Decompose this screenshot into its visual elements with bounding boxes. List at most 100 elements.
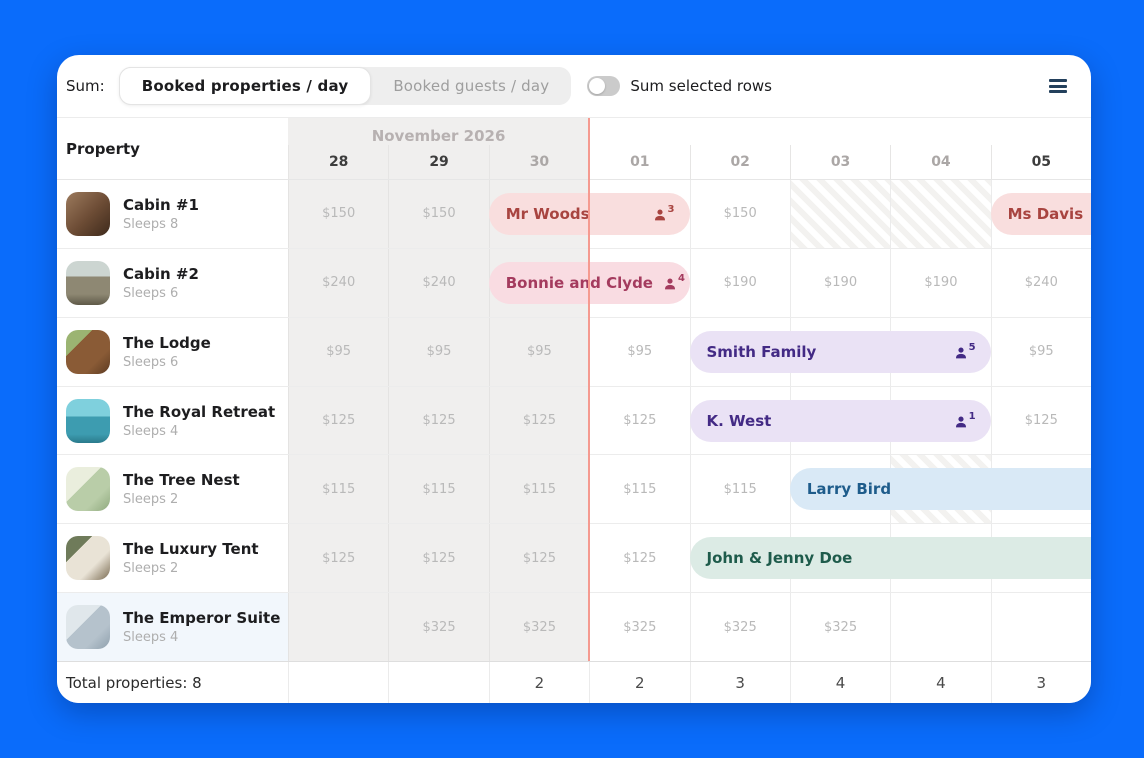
calendar-cell[interactable] — [990, 593, 1091, 662]
total-cell-04: 4 — [890, 662, 990, 703]
calendar-cell[interactable]: $240 — [990, 248, 1091, 317]
calendar-cell[interactable] — [890, 180, 991, 248]
property-cell[interactable]: The Luxury Tent Sleeps 2 — [57, 524, 288, 592]
calendar-cell[interactable]: $95 — [288, 317, 389, 386]
calendar-cell[interactable]: $95 — [990, 317, 1091, 386]
calendar-cell[interactable]: $325 — [488, 593, 590, 662]
calendar-cell[interactable]: $115 — [689, 455, 790, 524]
calendar-cell[interactable]: $240 — [388, 248, 489, 317]
calendar-cell[interactable] — [789, 180, 891, 248]
calendar-cell[interactable]: $125 — [488, 524, 590, 593]
booking-pill[interactable]: K. West 1 — [689, 399, 991, 442]
booking-pill[interactable]: Bonnie and Clyde 4 — [488, 261, 690, 304]
price-label: $125 — [522, 413, 556, 428]
calendar-cell[interactable]: $125 — [388, 386, 489, 455]
calendar-cell[interactable]: $325 — [388, 593, 489, 662]
sum-selected-rows-toggle[interactable] — [587, 76, 621, 96]
property-sleeps: Sleeps 4 — [123, 423, 179, 439]
past-month-band — [288, 118, 590, 179]
property-cell[interactable]: Cabin #2 Sleeps 6 — [57, 249, 288, 317]
price-label: $325 — [824, 619, 858, 635]
sum-mode-segmented-control: Booked properties / day Booked guests / d… — [118, 67, 572, 105]
calendar-cell[interactable]: $125 — [990, 386, 1091, 455]
total-properties-label: Total properties: 8 — [66, 673, 202, 692]
calendar-cell[interactable]: $125 — [288, 524, 389, 593]
price-label: $190 — [924, 275, 958, 291]
property-cell[interactable]: The Emperor Suite Sleeps 4 — [57, 593, 288, 662]
price-label: $150 — [723, 206, 757, 222]
booking-guest-name: Larry Bird — [806, 480, 892, 499]
segment-button-0[interactable]: Booked properties / day — [118, 67, 372, 105]
property-cell[interactable]: The Lodge Sleeps 6 — [57, 318, 288, 386]
property-cell[interactable]: Cabin #1 Sleeps 8 — [57, 180, 288, 248]
booking-guest-name: Smith Family — [706, 342, 817, 361]
calendar-cell[interactable]: $190 — [789, 248, 890, 317]
calendar-cell[interactable] — [288, 593, 389, 662]
property-rows: Cabin #1 Sleeps 8 $150 $150 $150 Mr Woods 3 Ms … — [57, 180, 1091, 662]
calendar-cell[interactable]: $95 — [488, 317, 590, 386]
day-header-04: 04 — [890, 145, 990, 179]
booking-pill[interactable]: John & Jenny Doe — [689, 537, 1091, 580]
calendar-cell[interactable]: $325 — [789, 593, 890, 662]
guest-count: 1 — [968, 411, 976, 422]
calendar-cell[interactable]: $115 — [388, 455, 489, 524]
property-name: The Luxury Tent — [123, 540, 259, 559]
property-column-header: Property — [66, 139, 140, 158]
price-label: $95 — [326, 344, 352, 360]
calendar-cell[interactable]: $240 — [288, 248, 389, 317]
calendar-cell[interactable]: $95 — [388, 317, 489, 386]
day-header-02: 02 — [689, 145, 790, 179]
booking-calendar-card: Sum: Booked properties / day Booked guest… — [57, 55, 1091, 703]
booking-pill[interactable]: Larry Bird — [789, 468, 1091, 511]
hamburger-menu-icon[interactable] — [1045, 73, 1071, 100]
calendar-cell[interactable]: $150 — [689, 180, 790, 248]
property-info: The Lodge Sleeps 6 — [123, 334, 211, 370]
booking-pill[interactable]: Mr Woods 3 — [488, 192, 690, 235]
calendar-cell[interactable]: $115 — [589, 455, 689, 524]
day-header-30: 30 — [488, 145, 589, 179]
property-photo — [66, 467, 110, 512]
property-sleeps: Sleeps 2 — [123, 561, 179, 577]
table-row: Cabin #1 Sleeps 8 $150 $150 $150 Mr Woods 3 Ms … — [57, 180, 1091, 249]
calendar-cell[interactable]: $325 — [589, 593, 689, 662]
booking-pill[interactable]: Ms Davis — [990, 192, 1091, 235]
calendar-cell[interactable] — [890, 593, 990, 662]
property-info: The Emperor Suite Sleeps 4 — [123, 609, 280, 645]
calendar-cell[interactable]: $115 — [488, 455, 590, 524]
price-label: $325 — [422, 619, 456, 635]
calendar-cell[interactable]: $150 — [288, 180, 389, 248]
segment-button-1[interactable]: Booked guests / day — [371, 67, 571, 105]
property-photo — [66, 191, 110, 236]
booking-guest-name: Bonnie and Clyde — [505, 273, 653, 292]
sum-label: Sum: — [66, 77, 105, 95]
price-label: $125 — [322, 550, 356, 566]
toggle-knob — [589, 78, 606, 94]
bookings-overlay: John & Jenny Doe — [288, 524, 1091, 592]
calendar-cell[interactable]: $150 — [388, 180, 489, 248]
calendar-cell[interactable]: $125 — [288, 386, 389, 455]
property-photo — [66, 260, 110, 305]
guest-count: 4 — [677, 273, 685, 285]
guest-count: 3 — [667, 204, 675, 216]
property-cell[interactable]: The Tree Nest Sleeps 2 — [57, 455, 288, 523]
calendar-cell[interactable]: $115 — [288, 455, 389, 524]
property-cell[interactable]: The Royal Retreat Sleeps 4 — [57, 387, 288, 455]
guest-count-badge: 1 — [944, 411, 976, 429]
calendar-cell[interactable]: $190 — [890, 248, 990, 317]
calendar-cell[interactable]: $125 — [488, 386, 590, 455]
calendar-header: Property November 2026 28 29 30 01 02 03 04 05 — [57, 118, 1091, 180]
calendar-cell[interactable]: $125 — [589, 524, 689, 593]
month-label: November 2026 — [371, 127, 506, 145]
calendar-cell[interactable]: $95 — [589, 317, 689, 386]
bookings-overlay: Smith Family 5 — [288, 318, 1091, 386]
property-name: The Royal Retreat — [123, 402, 276, 421]
bookings-overlay: K. West 1 — [288, 387, 1091, 455]
calendar-cell[interactable]: $325 — [689, 593, 790, 662]
booking-pill[interactable]: Smith Family 5 — [689, 330, 991, 373]
total-cell-03: 4 — [789, 662, 890, 703]
calendar-cell[interactable]: $190 — [689, 248, 790, 317]
price-label: $190 — [723, 275, 757, 291]
calendar-cell[interactable]: $125 — [388, 524, 489, 593]
calendar-cell[interactable]: $125 — [589, 386, 689, 455]
property-photo — [66, 329, 110, 374]
